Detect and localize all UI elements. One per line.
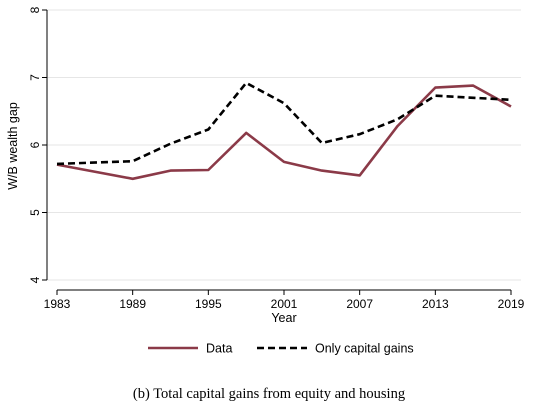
y-tick-label: 5	[28, 209, 42, 216]
legend-label: Data	[206, 342, 232, 356]
y-tick-label: 4	[28, 276, 42, 283]
plot-area	[45, 10, 521, 282]
y-tick-label: 7	[28, 74, 42, 81]
series-line-only-capital-gains	[56, 81, 512, 166]
x-tick-label: 1995	[195, 297, 222, 311]
series-line-data	[56, 84, 512, 181]
y-axis-title: W/B wealth gap	[6, 102, 20, 190]
x-tick-label: 2013	[422, 297, 449, 311]
x-tick-label: 2007	[346, 297, 373, 311]
y-tick-label: 6	[28, 141, 42, 148]
figure-caption: (b) Total capital gains from equity and …	[132, 386, 406, 402]
gridlines	[47, 9, 521, 281]
x-tick-label: 1983	[44, 297, 71, 311]
series-lines	[56, 81, 512, 181]
legend: Data Only capital gains	[148, 342, 414, 356]
y-tick-label: 8	[28, 6, 42, 13]
axes: 4 5 6 7 8 1983 1989 1995 2001 2007 2013 2019	[28, 6, 525, 311]
x-axis-title: Year	[271, 311, 296, 325]
legend-label: Only capital gains	[315, 342, 414, 356]
x-tick-label: 2019	[498, 297, 525, 311]
x-tick-label: 2001	[271, 297, 298, 311]
x-tick-label: 1989	[119, 297, 146, 311]
